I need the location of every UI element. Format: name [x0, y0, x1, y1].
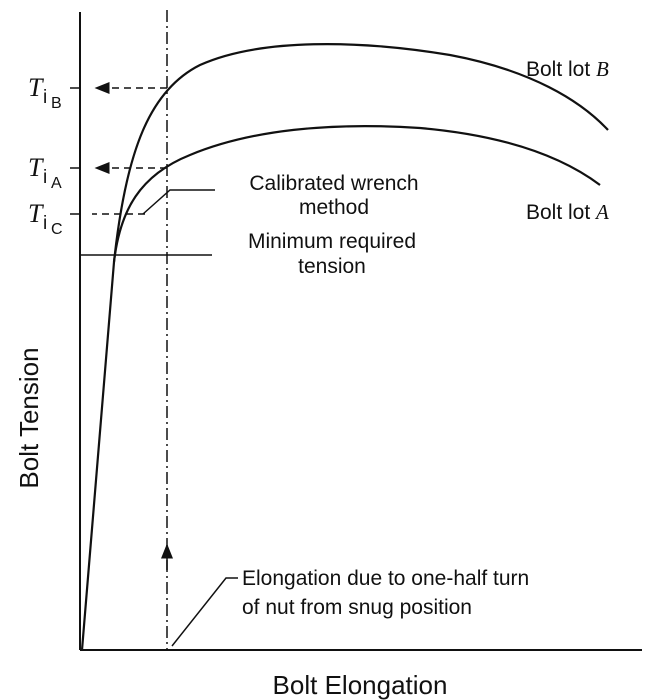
leader-calibrated — [142, 189, 215, 215]
t-subsub: C — [51, 221, 63, 238]
curve-letter: A — [594, 200, 609, 224]
t-sub: i — [43, 213, 47, 234]
tension-b: T i B — [28, 73, 62, 112]
annotation: of nut from snug position — [242, 596, 472, 619]
t-subsub: B — [51, 95, 62, 112]
tension-a: T i A — [28, 153, 62, 192]
curve-letter: B — [596, 57, 609, 81]
leader-elongation — [171, 577, 238, 647]
curve-text: Bolt lot — [526, 201, 590, 224]
annotation: Elongation due to one-half turn — [242, 567, 529, 590]
curve-text: Bolt lot — [526, 58, 590, 81]
annotation: tension — [298, 255, 366, 278]
curve-b — [80, 43, 609, 651]
annotation: method — [299, 196, 369, 219]
t-sub: i — [43, 167, 47, 188]
curve-a — [112, 125, 601, 263]
x-axis-label: Bolt Elongation — [273, 670, 448, 700]
y-axis-label: Bolt Tension — [14, 347, 44, 488]
tension-c: T i C — [28, 199, 63, 238]
t-symbol: T — [28, 73, 44, 102]
curve-label: Bolt lot B — [526, 57, 609, 81]
t-sub: i — [43, 87, 47, 108]
t-symbol: T — [28, 153, 44, 182]
t-symbol: T — [28, 199, 44, 228]
annotation: Minimum required — [248, 230, 416, 253]
curve-label: Bolt lot A — [526, 200, 609, 224]
annotation: Calibrated wrench — [249, 172, 418, 195]
t-subsub: A — [51, 175, 62, 192]
